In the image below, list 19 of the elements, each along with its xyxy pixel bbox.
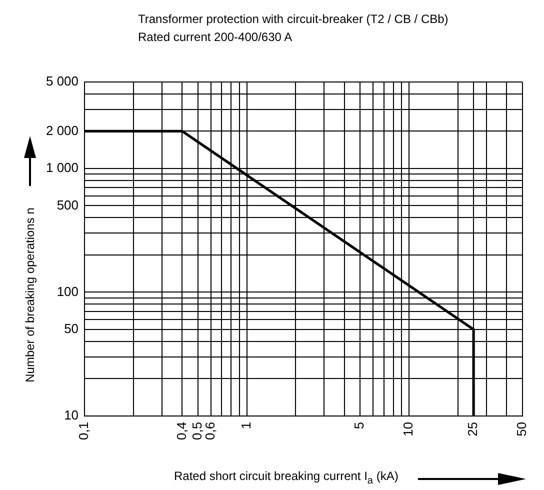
y-tick-label: 2 000 xyxy=(46,122,79,138)
x-tick-label: 10 xyxy=(400,422,416,436)
y-axis-title: Number of breaking operations n xyxy=(23,208,37,382)
x-tick-label: 0,6 xyxy=(202,422,218,440)
x-tick-label: 25 xyxy=(465,422,480,436)
x-tick-label: 0,5 xyxy=(190,422,205,440)
y-tick-label: 50 xyxy=(64,321,79,336)
y-tick-label: 5 000 xyxy=(46,74,79,89)
x-tick-label: 1 xyxy=(238,422,254,430)
x-tick-label: 50 xyxy=(514,422,529,436)
chart-subtitle: Rated current 200-400/630 A xyxy=(138,30,292,44)
y-tick-label: 500 xyxy=(56,197,79,212)
x-tick-label: 0,4 xyxy=(174,422,189,440)
y-tick-label: 100 xyxy=(56,284,79,299)
x-tick-label: 0,1 xyxy=(76,422,92,440)
x-axis-title: Rated short circuit breaking current I$_{a}$ (kA) xyxy=(174,469,398,486)
y-tick-label: 1 000 xyxy=(46,160,79,176)
x-tick-label: 5 xyxy=(352,422,367,430)
chart-title: Transformer protection with circuit-breaker (T2 / CB / CBb) xyxy=(138,12,448,26)
